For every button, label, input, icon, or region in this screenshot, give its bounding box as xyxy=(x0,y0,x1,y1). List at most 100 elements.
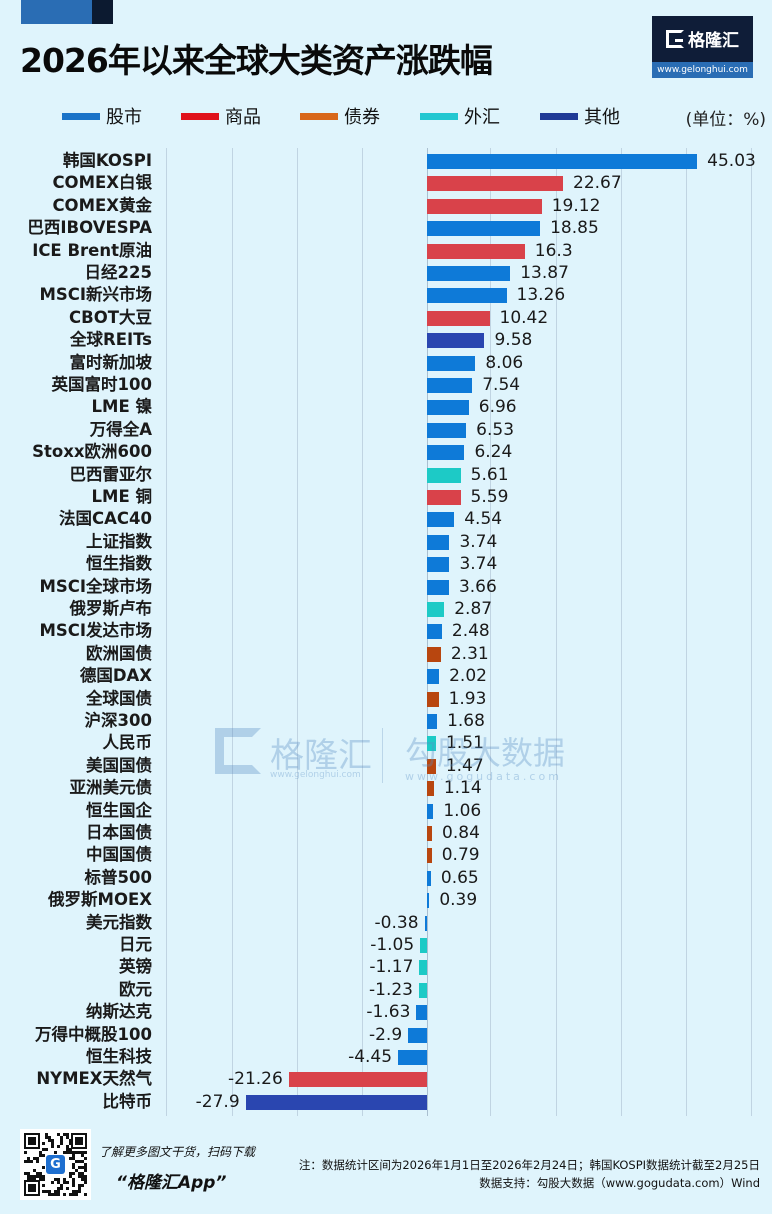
bar xyxy=(427,758,436,774)
chart-row: 日元 -1.05 xyxy=(0,934,772,956)
bar xyxy=(416,1005,427,1021)
category-label: NYMEX天然气 xyxy=(36,1069,152,1089)
value-label: -27.9 xyxy=(195,1091,240,1112)
bar xyxy=(427,243,525,259)
legend-label: 债券 xyxy=(344,107,380,128)
value-label: 3.74 xyxy=(459,531,498,552)
value-label: 10.42 xyxy=(499,307,549,328)
value-label: 1.06 xyxy=(443,800,482,821)
bar xyxy=(427,669,440,685)
value-label: -0.38 xyxy=(374,912,419,933)
category-label: 纳斯达克 xyxy=(86,1002,152,1022)
value-label: 5.59 xyxy=(470,487,509,507)
value-label: -1.63 xyxy=(366,1002,411,1023)
bar xyxy=(427,803,434,819)
chart-row: 英镑 -1.17 xyxy=(0,956,772,978)
legend-label: 商品 xyxy=(225,107,261,128)
chart-row: 巴西雷亚尔 5.61 xyxy=(0,464,772,486)
chart-row: 全球REITs 9.58 xyxy=(0,329,772,351)
chart-row: 人民币 1.51 xyxy=(0,732,772,754)
value-label: 13.87 xyxy=(520,263,569,283)
chart-row: 沪深300 1.68 xyxy=(0,710,772,732)
chart-row: 亚洲美元债 1.14 xyxy=(0,777,772,799)
chart-row: 法国CAC40 4.54 xyxy=(0,508,772,530)
qr-code[interactable]: G xyxy=(20,1129,91,1200)
chart-row: NYMEX天然气 -21.26 xyxy=(0,1068,772,1090)
category-label: 中国国债 xyxy=(86,845,152,865)
category-label: 美国国债 xyxy=(86,755,152,775)
chart-row: 恒生国企 1.06 xyxy=(0,800,772,822)
value-label: 2.87 xyxy=(454,599,493,619)
category-label: 全球国债 xyxy=(86,688,152,708)
bar xyxy=(424,915,427,931)
bar xyxy=(427,534,450,550)
value-label: 9.58 xyxy=(494,330,533,351)
bar xyxy=(427,512,455,528)
chart-row: COMEX黄金 19.12 xyxy=(0,195,772,217)
chart-row: 德国DAX 2.02 xyxy=(0,665,772,687)
bar xyxy=(427,870,431,886)
category-label: 沪深300 xyxy=(84,711,152,730)
bar xyxy=(408,1027,427,1043)
chart-row: 巴西IBOVESPA 18.85 xyxy=(0,217,772,239)
footer-promo: 了解更多图文干货，扫码下载 xyxy=(99,1145,256,1159)
top-decoration xyxy=(21,0,113,24)
bar xyxy=(245,1094,427,1110)
chart-row: CBOT大豆 10.42 xyxy=(0,307,772,329)
category-label: COMEX白银 xyxy=(52,173,152,193)
grid-line xyxy=(490,148,491,1116)
bar xyxy=(420,938,427,953)
legend-swatch-icon xyxy=(300,112,338,120)
bar xyxy=(427,848,432,864)
category-label: 恒生国企 xyxy=(86,800,152,820)
chart-row: MSCI新兴市场 13.26 xyxy=(0,284,772,306)
chart-row: 美元指数 -0.38 xyxy=(0,912,772,934)
bar xyxy=(427,579,449,595)
bar xyxy=(427,826,433,841)
brand-logo: 格隆汇 www.gelonghui.com xyxy=(652,16,753,78)
footer-source: 数据支持：勾股大数据（www.gogudata.com）Wind xyxy=(479,1176,760,1190)
chart-row: 日经225 13.87 xyxy=(0,262,772,284)
legend-swatch-icon xyxy=(62,112,100,120)
category-label: 欧元 xyxy=(119,979,152,999)
logo-text: 格隆汇 xyxy=(688,31,739,51)
category-label: 万得中概股100 xyxy=(35,1024,152,1044)
grid-line xyxy=(166,148,167,1116)
value-label: 2.31 xyxy=(450,643,489,664)
bar xyxy=(419,982,427,998)
qr-center-logo-icon: G xyxy=(46,1155,65,1174)
chart-row: 韩国KOSPI 45.03 xyxy=(0,150,772,172)
category-label: 俄罗斯MOEX xyxy=(48,890,152,910)
value-label: 0.39 xyxy=(439,890,478,911)
category-label: 恒生科技 xyxy=(86,1047,152,1066)
value-label: -21.26 xyxy=(228,1069,283,1090)
chart-row: 美国国债 1.47 xyxy=(0,755,772,777)
value-label: 0.79 xyxy=(441,845,480,866)
chart-row: LME 铜 5.59 xyxy=(0,486,772,508)
bar-chart: 韩国KOSPI 45.03 COMEX白银 22.67 COMEX黄金 19.12 巴西IB… xyxy=(0,148,772,1118)
legend-swatch-icon xyxy=(540,112,578,120)
chart-row: MSCI发达市场 2.48 xyxy=(0,620,772,642)
logo-main: 格隆汇 xyxy=(652,16,753,61)
category-label: 亚洲美元债 xyxy=(69,778,153,798)
bar xyxy=(427,602,445,617)
value-label: 2.02 xyxy=(449,666,487,687)
value-label: 13.26 xyxy=(516,285,566,306)
grid-line xyxy=(621,148,622,1116)
grid-line xyxy=(751,148,752,1116)
value-label: -4.45 xyxy=(348,1047,393,1067)
bar xyxy=(427,198,542,214)
value-label: 45.03 xyxy=(707,151,756,171)
chart-row: COMEX白银 22.67 xyxy=(0,172,772,194)
bar xyxy=(427,221,541,237)
category-label: 日经225 xyxy=(84,263,152,282)
category-label: 德国DAX xyxy=(79,666,152,686)
value-label: -2.9 xyxy=(368,1024,403,1045)
value-label: 6.24 xyxy=(474,442,513,463)
bar xyxy=(427,154,698,169)
category-label: 富时新加坡 xyxy=(69,352,153,372)
chart-row: 比特币 -27.9 xyxy=(0,1091,772,1113)
category-label: 巴西雷亚尔 xyxy=(69,464,153,484)
bar xyxy=(398,1050,427,1065)
grid-line xyxy=(297,148,298,1116)
